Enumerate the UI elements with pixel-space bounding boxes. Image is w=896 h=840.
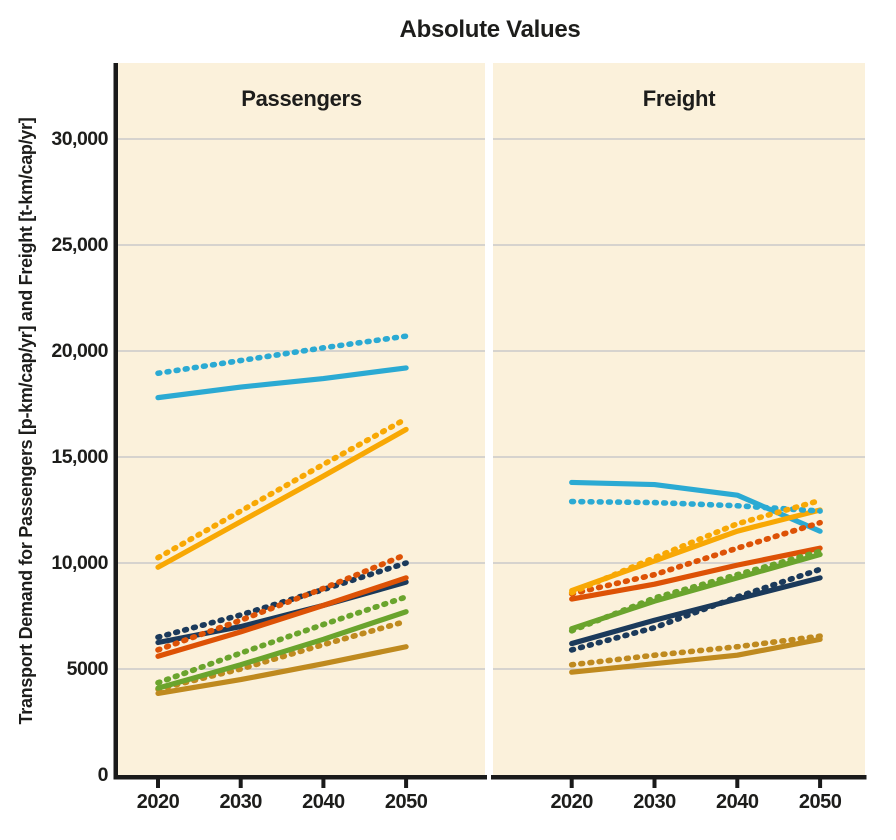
x-tick-mark-2050 [404, 779, 409, 788]
series-freight-ochre-solid [569, 636, 823, 675]
y-tick-label-10000: 10,000 [51, 552, 108, 574]
x-tick-label-freight-2020: 2020 [550, 791, 593, 813]
series-freight-navy-dotted [568, 566, 823, 653]
x-tick-mark-2020 [569, 779, 574, 788]
x-tick-label-freight-2030: 2030 [633, 791, 676, 813]
y-tick-label-20000: 20,000 [51, 340, 108, 362]
panel-label-passengers: Passengers [241, 86, 362, 111]
series-passengers-vermillion-solid [155, 575, 409, 659]
series-passengers-amber-dotted [155, 416, 409, 561]
x-tick-mark-2020 [156, 779, 160, 788]
series-freight-amber-dotted [568, 497, 823, 596]
x-tick-label-freight-2050: 2050 [798, 791, 842, 813]
series-freight-vermillion-dotted [568, 519, 823, 597]
x-tick-label-passengers-2020: 2020 [136, 791, 180, 813]
y-tick-label-25000: 25,000 [51, 234, 108, 256]
panel-freight [493, 63, 865, 775]
y-tick-label-5000: 5000 [66, 658, 109, 680]
series-freight-cyan-dotted [568, 498, 823, 514]
x-tick-mark-2040 [735, 779, 740, 788]
series-passengers-vermillion-dotted [155, 551, 409, 653]
series-passengers-ochre-solid [155, 644, 409, 696]
series-freight-vermillion-solid [569, 545, 823, 602]
x-tick-mark-2030 [238, 779, 243, 788]
y-tick-label-0: 0 [97, 764, 109, 786]
y-tick-label-15000: 15,000 [51, 446, 108, 468]
series-passengers-cyan-solid [155, 365, 409, 401]
x-tick-label-freight-2040: 2040 [716, 791, 759, 813]
series-passengers-navy-dotted [155, 560, 409, 641]
chart-title: Absolute Values [399, 16, 581, 43]
panel-label-freight: Freight [642, 86, 716, 111]
x-tick-mark-2040 [321, 779, 326, 788]
x-tick-label-passengers-2030: 2030 [219, 791, 262, 813]
x-tick-mark-2030 [652, 779, 657, 788]
y-axis-line [113, 63, 118, 780]
series-passengers-amber-solid [155, 426, 409, 570]
x-axis-line-passengers [113, 775, 487, 780]
panel-passengers [118, 63, 485, 775]
x-tick-label-passengers-2040: 2040 [302, 791, 345, 813]
x-axis-line-freight [491, 775, 867, 780]
series-passengers-ochre-dotted [155, 618, 409, 692]
x-tick-mark-2050 [818, 779, 823, 788]
series-passengers-green-solid [155, 609, 409, 691]
series-passengers-cyan-dotted [155, 333, 409, 377]
series-freight-green-dotted [568, 548, 823, 634]
y-tick-label-30000: 30,000 [51, 128, 108, 150]
series-passengers-green-dotted [155, 594, 409, 686]
x-tick-label-passengers-2050: 2050 [384, 791, 428, 813]
